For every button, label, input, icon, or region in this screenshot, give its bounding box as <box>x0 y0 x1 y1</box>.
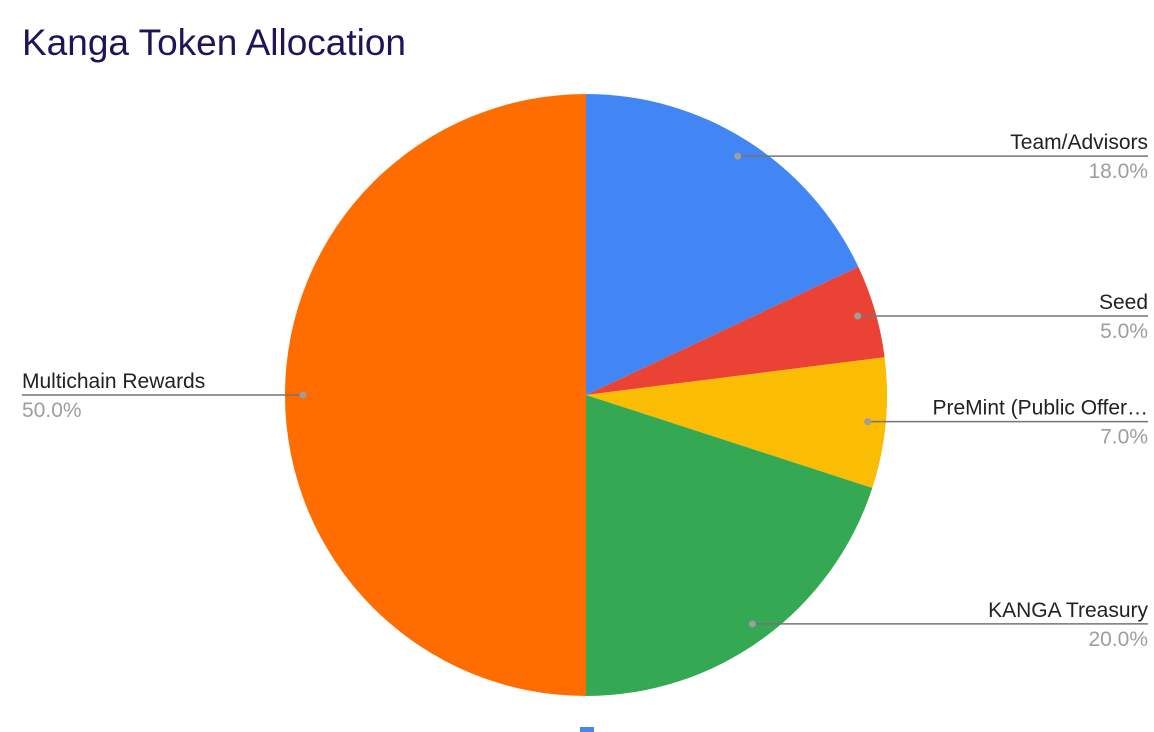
slice-percent-premint-public-offering: 7.0% <box>1100 426 1148 449</box>
slice-label-premint-public-offering: PreMint (Public Offer… <box>932 397 1148 420</box>
pie-slice-seed[interactable] <box>586 266 885 395</box>
slice-percent-team-advisors: 18.0% <box>1088 160 1148 183</box>
slice-percent-seed: 5.0% <box>1100 320 1148 343</box>
pie-slice-team-advisors[interactable] <box>586 94 859 395</box>
scroll-indicator[interactable] <box>580 727 594 732</box>
slice-label-multichain-rewards: Multichain Rewards <box>22 370 205 393</box>
pie-slice-multichain-rewards[interactable] <box>285 94 586 696</box>
pie-slice-premint-public-offering[interactable] <box>586 357 887 489</box>
slice-label-seed: Seed <box>1099 291 1148 314</box>
slice-label-team-advisors: Team/Advisors <box>1010 131 1148 154</box>
slice-label-kanga-treasury: KANGA Treasury <box>988 599 1148 622</box>
leader-dot-team-advisors <box>734 152 742 160</box>
slice-percent-multichain-rewards: 50.0% <box>22 399 82 422</box>
leader-dot-seed <box>854 312 862 320</box>
leader-dot-multichain-rewards <box>299 391 307 399</box>
pie-slices <box>285 94 887 696</box>
leader-dot-premint-public-offering <box>864 418 872 426</box>
chart-title: Kanga Token Allocation <box>22 22 407 63</box>
slice-labels: Team/Advisors 18.0% Seed 5.0% PreMint (Publi… <box>22 131 1148 651</box>
leader-lines <box>22 152 1148 628</box>
pie-slice-kanga-treasury[interactable] <box>586 395 873 696</box>
leader-dot-kanga-treasury <box>748 620 756 628</box>
slice-percent-kanga-treasury: 20.0% <box>1088 628 1148 651</box>
